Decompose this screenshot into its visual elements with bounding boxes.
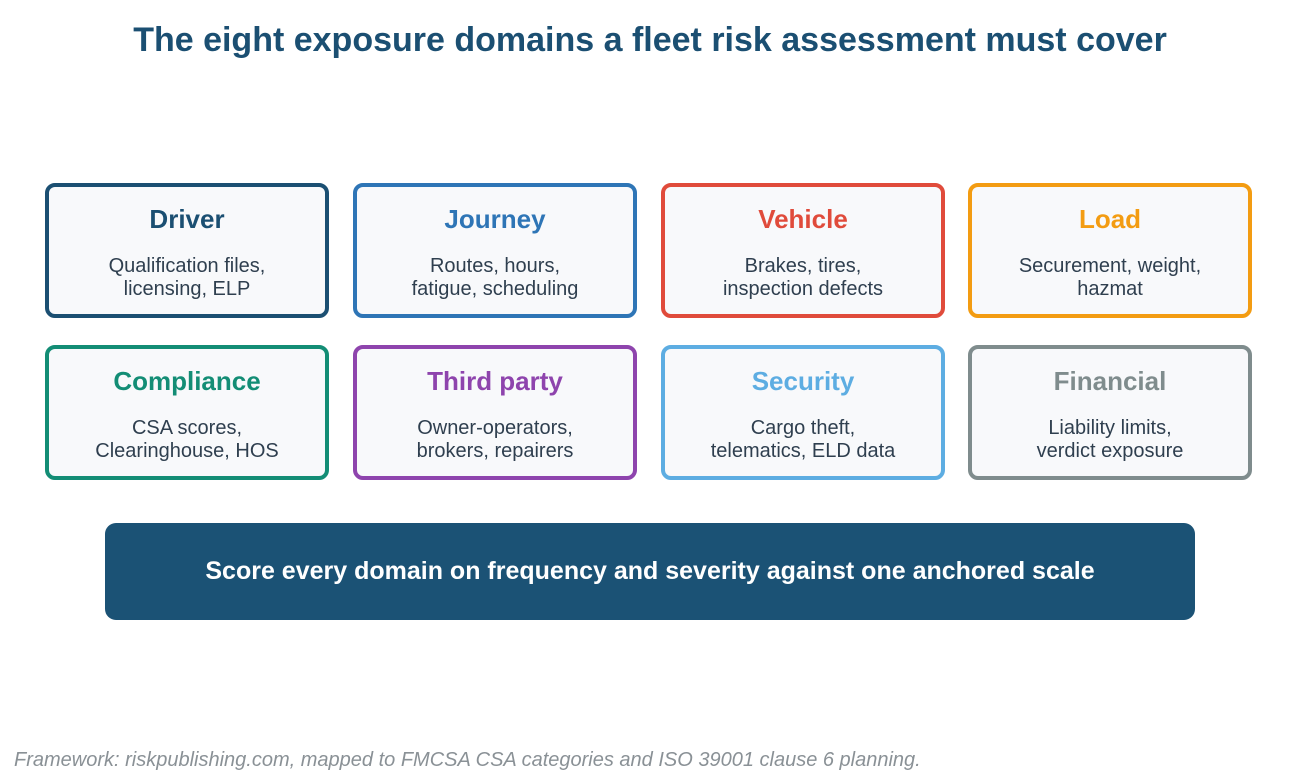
- domain-title: Third party: [427, 366, 563, 396]
- domain-title: Load: [1078, 204, 1142, 234]
- domain-description: Routes, hours, fatigue, scheduling: [367, 255, 623, 301]
- domain-description: Securement, weight, hazmat: [982, 255, 1238, 301]
- domain-description-line: fatigue, scheduling: [411, 278, 579, 300]
- domain-description-line: hazmat: [1077, 278, 1143, 300]
- domain-description-line: Routes, hours,: [429, 255, 561, 277]
- domain-card-journey: Journey Routes, hours, fatigue, scheduli…: [353, 183, 637, 318]
- domain-title: Driver: [149, 204, 225, 234]
- domain-description-line: telematics, ELD data: [710, 440, 896, 462]
- domain-description: Owner-operators, brokers, repairers: [367, 417, 623, 463]
- domain-card-security: Security Cargo theft, telematics, ELD da…: [661, 345, 945, 480]
- page-title: The eight exposure domains a fleet risk …: [133, 21, 1167, 59]
- domain-title: Journey: [444, 204, 546, 234]
- domain-card-driver: Driver Qualification files, licensing, E…: [45, 183, 329, 318]
- domain-card-load: Load Securement, weight, hazmat: [968, 183, 1252, 318]
- domain-card-vehicle: Vehicle Brakes, tires, inspection defect…: [661, 183, 945, 318]
- domain-description-line: Securement, weight,: [1018, 255, 1202, 277]
- domain-description-line: CSA scores,: [131, 417, 243, 439]
- domain-description: CSA scores, Clearinghouse, HOS: [59, 417, 315, 463]
- domain-description-line: inspection defects: [722, 278, 884, 300]
- source-footnote: Framework: riskpublishing.com, mapped to…: [14, 749, 921, 771]
- domain-description-line: Owner-operators,: [417, 417, 573, 439]
- domain-description: Liability limits, verdict exposure: [982, 417, 1238, 463]
- domain-description-line: Brakes, tires,: [744, 255, 862, 277]
- domain-title: Financial: [1053, 366, 1167, 396]
- domain-description-line: Cargo theft,: [750, 417, 856, 439]
- domain-title: Security: [751, 366, 855, 396]
- domain-description-line: Clearinghouse, HOS: [95, 440, 279, 462]
- domain-title: Vehicle: [758, 204, 848, 234]
- domain-description-line: verdict exposure: [1036, 440, 1184, 462]
- domain-description: Qualification files, licensing, ELP: [59, 255, 315, 301]
- domain-description: Brakes, tires, inspection defects: [675, 255, 931, 301]
- domain-description-line: Qualification files,: [108, 255, 266, 277]
- domain-description: Cargo theft, telematics, ELD data: [675, 417, 931, 463]
- domain-card-compliance: Compliance CSA scores, Clearinghouse, HO…: [45, 345, 329, 480]
- domain-card-financial: Financial Liability limits, verdict expo…: [968, 345, 1252, 480]
- domain-card-third-party: Third party Owner-operators, brokers, re…: [353, 345, 637, 480]
- scoring-banner: Score every domain on frequency and seve…: [105, 523, 1195, 620]
- domain-description-line: Liability limits,: [1048, 417, 1172, 439]
- domain-description-line: brokers, repairers: [416, 440, 574, 462]
- domain-title: Compliance: [113, 366, 261, 396]
- domain-description-line: licensing, ELP: [123, 278, 251, 300]
